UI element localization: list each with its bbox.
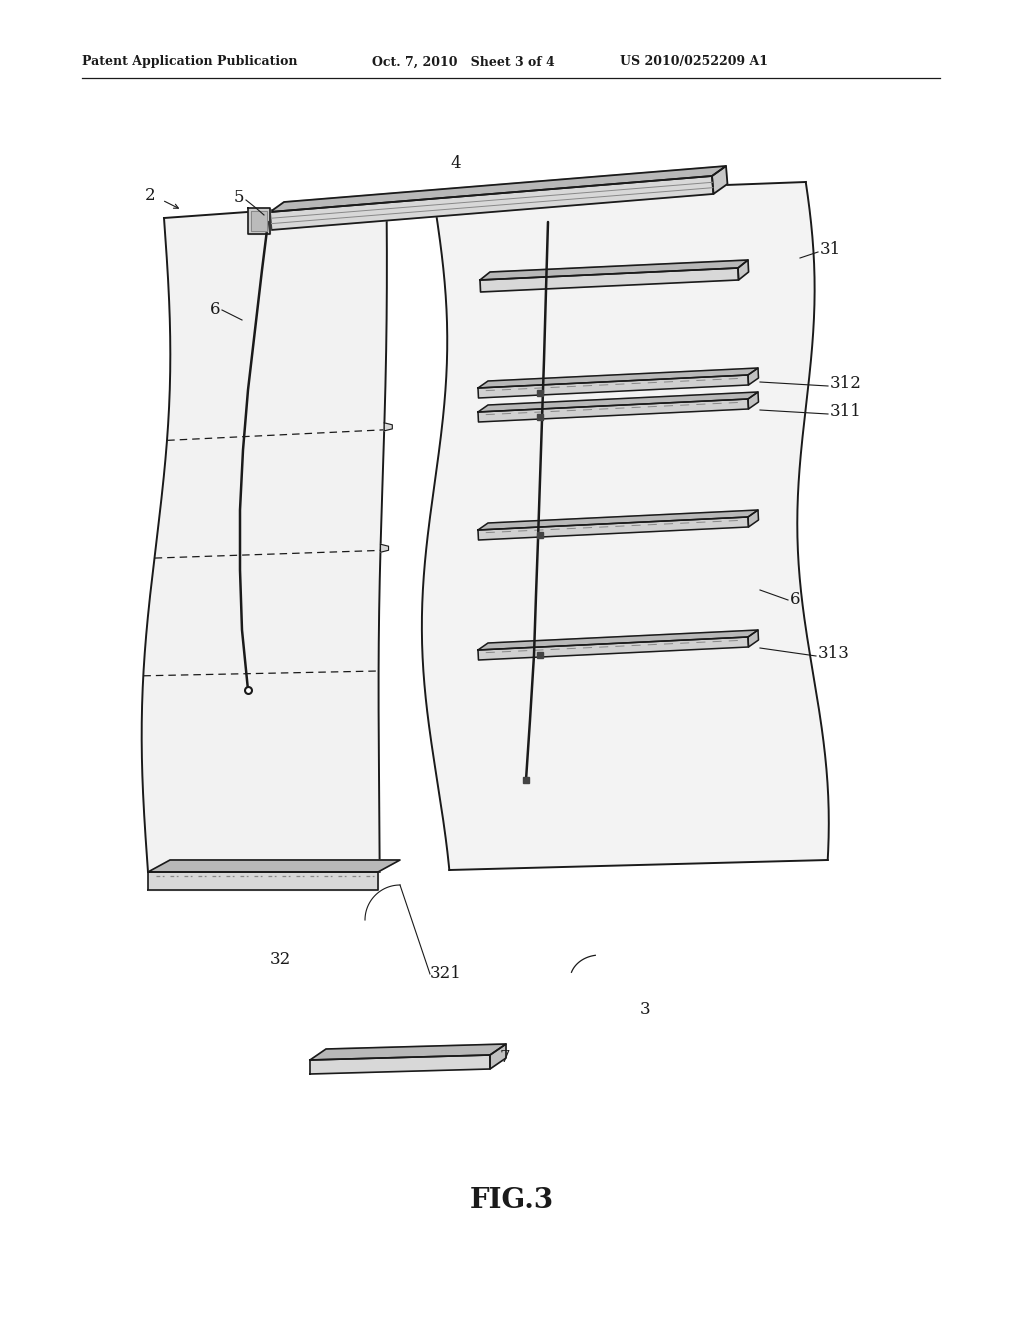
Polygon shape: [148, 861, 400, 873]
Text: 313: 313: [818, 645, 850, 663]
Text: 7: 7: [500, 1049, 511, 1067]
Polygon shape: [148, 873, 378, 890]
Text: 5: 5: [233, 190, 244, 206]
Polygon shape: [251, 211, 267, 231]
Text: 32: 32: [270, 952, 291, 969]
Text: Oct. 7, 2010   Sheet 3 of 4: Oct. 7, 2010 Sheet 3 of 4: [372, 55, 555, 69]
Text: 312: 312: [830, 375, 862, 392]
Polygon shape: [480, 268, 738, 292]
Polygon shape: [310, 1044, 506, 1060]
Polygon shape: [748, 630, 759, 647]
Polygon shape: [384, 422, 392, 430]
Text: 321: 321: [430, 965, 462, 982]
Polygon shape: [270, 166, 726, 213]
Polygon shape: [141, 202, 387, 873]
Text: Patent Application Publication: Patent Application Publication: [82, 55, 298, 69]
Polygon shape: [712, 166, 727, 194]
Polygon shape: [270, 176, 714, 230]
Polygon shape: [478, 375, 749, 399]
Polygon shape: [748, 510, 759, 527]
Polygon shape: [490, 1044, 506, 1069]
Text: 6: 6: [210, 301, 220, 318]
Text: US 2010/0252209 A1: US 2010/0252209 A1: [620, 55, 768, 69]
Polygon shape: [478, 510, 758, 531]
Polygon shape: [738, 260, 749, 280]
Text: 3: 3: [640, 1002, 650, 1019]
Polygon shape: [422, 182, 828, 870]
Polygon shape: [748, 368, 759, 385]
Polygon shape: [478, 392, 758, 412]
Polygon shape: [478, 517, 749, 540]
Text: 31: 31: [820, 242, 842, 259]
Text: 311: 311: [830, 404, 862, 421]
Text: 4: 4: [450, 156, 461, 173]
Text: 2: 2: [144, 187, 155, 205]
Polygon shape: [478, 630, 758, 649]
Polygon shape: [478, 638, 749, 660]
Polygon shape: [381, 544, 388, 552]
Text: 6: 6: [790, 591, 801, 609]
Polygon shape: [748, 392, 759, 409]
Polygon shape: [478, 399, 749, 422]
Polygon shape: [480, 260, 748, 280]
Polygon shape: [310, 1055, 490, 1074]
Polygon shape: [478, 368, 758, 388]
Polygon shape: [248, 209, 270, 234]
Text: FIG.3: FIG.3: [470, 1187, 554, 1213]
